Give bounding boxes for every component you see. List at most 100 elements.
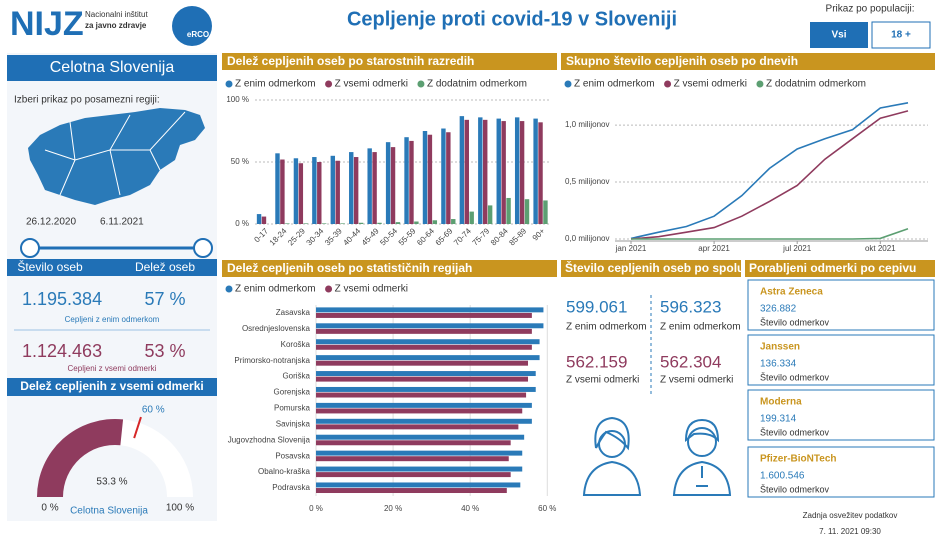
legend-marker [325,285,333,293]
institute-line: za javno zdravje [85,21,147,30]
sex-first-count: 596.323 [660,297,721,316]
target-label: 60 % [142,404,165,415]
bar [316,418,532,424]
legend-marker [417,80,425,88]
population-label: Prikaz po populaciji: [826,4,915,15]
page-title: Cepljenje proti covid-19 v Sloveniji [347,8,677,30]
bar [275,153,280,224]
population-option[interactable]: Vsi [831,30,846,41]
gauge-tick-label: 0 % [41,503,58,514]
bar [285,223,290,224]
y-tick-label: Gorenjska [274,388,311,397]
line [630,102,909,240]
x-tick-label: 30-34 [305,226,326,247]
summary-caption: Cepljeni z enim odmerkom [65,315,160,324]
x-tick-label: 85-89 [507,226,528,247]
region-prompt: Izberi prikaz po posamezni regiji: [14,95,160,106]
bar [316,488,507,494]
population-button[interactable] [871,21,931,49]
population-option[interactable]: 18 + [891,30,911,41]
bar [459,116,465,224]
region-map[interactable] [28,108,205,205]
institute-line: Nacionalni inštitut [85,10,148,19]
legend-label: Z dodatnim odmerkom [766,79,866,90]
gauge-title: Delež cepljenih z vsemi odmerki [20,379,203,393]
vaccine-card [747,446,935,498]
slider-handle[interactable] [20,238,40,258]
bar [377,222,382,224]
bar [524,199,530,224]
bar [506,197,511,224]
bar [432,220,438,224]
vaccine-caption: Število odmerkov [760,484,830,494]
vaccine-caption: Število odmerkov [760,427,830,437]
x-tick-label: 25-29 [286,226,307,247]
x-tick-label: 80-84 [489,226,510,247]
bar [312,157,317,224]
bar [316,344,532,350]
bar [422,131,428,224]
female-icon [582,416,642,496]
bar [353,157,359,224]
legend-marker [756,80,764,88]
updated-time: 7. 11. 2021 09:30 [819,527,881,536]
bar [316,408,523,414]
region-borders [44,111,186,196]
badge-text: eRCO [187,30,209,39]
chart-title: Skupno število cepljenih oseb po dnevih [566,54,798,68]
bar [316,339,540,345]
legend-marker [225,285,233,293]
summary-share: 57 % [144,289,185,309]
vaccine-name: Astra Zeneca [760,287,823,298]
y-tick-label: 100 % [226,95,249,104]
bar [316,323,544,329]
bar [316,307,544,313]
population-button[interactable] [810,22,868,48]
panel-header [561,53,935,70]
sex-all-count: 562.304 [660,352,721,371]
legend-label: Z enim odmerkom [574,79,655,90]
bar [514,117,520,224]
bar [349,152,354,224]
gauge-target [133,416,142,439]
x-tick-label: 90+ [531,226,547,242]
x-tick-label: 0 % [309,504,323,513]
y-tick-label: Goriška [282,372,310,381]
y-tick-label: 0,0 milijonov [565,234,609,243]
x-tick-label: 75-79 [471,226,492,247]
bar [501,121,506,224]
gauge-caption: Celotna Slovenija [70,506,148,517]
summary-count: 1.124.463 [22,341,102,361]
bar [427,134,433,224]
bar [316,466,523,472]
bar [316,360,529,366]
x-tick-label: 45-49 [360,226,381,247]
bar [298,163,304,224]
gauge-value-label: 53.3 % [96,477,127,488]
bar [261,216,267,224]
slider-handle[interactable] [193,238,213,258]
y-tick-label: 50 % [231,157,249,166]
y-tick-label: Jugovzhodna Slovenija [228,435,311,444]
bar [316,386,536,392]
panel-header [7,55,217,81]
bar [280,159,285,224]
legend-label: Z enim odmerkom [235,284,316,295]
bar [321,223,327,224]
bar [390,147,396,224]
x-tick-label: jul 2021 [782,244,812,253]
line [631,227,909,240]
bar [533,118,538,224]
x-tick-label: 50-54 [378,226,399,247]
line [630,110,909,240]
bar [451,219,456,224]
y-tick-label: Osrednjeslovenska [242,324,311,333]
bar [316,472,511,478]
bar [385,142,391,224]
x-tick-label: 18-24 [268,226,289,247]
vaccine-doses: 326.882 [760,304,797,315]
bar [358,222,364,224]
gauge-value [37,418,124,497]
bar [316,482,521,488]
updated-label: Zadnja osvežitev podatkov [803,511,898,520]
